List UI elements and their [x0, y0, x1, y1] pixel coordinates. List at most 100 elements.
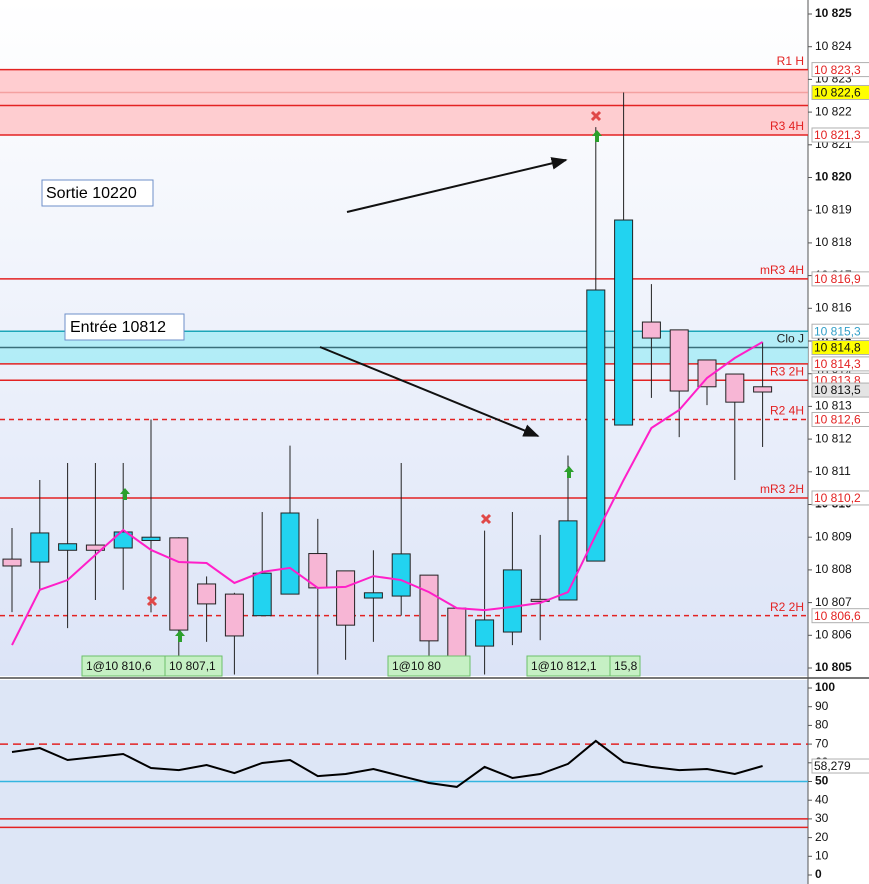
zone [0, 69, 808, 135]
level-name: mR3 4H [760, 263, 804, 277]
price-tag-label: 10 812,6 [814, 413, 861, 427]
candle-body [252, 572, 272, 617]
candle-body [30, 532, 50, 563]
candle-body [280, 512, 300, 595]
candle-body [224, 593, 244, 637]
price-tag [811, 382, 869, 398]
price-tag-label: 10 814,8 [814, 341, 861, 355]
y-tick-label: 10 812 [815, 431, 852, 445]
candle-body [2, 558, 22, 567]
price-tag [811, 356, 869, 372]
candle-body [558, 520, 578, 601]
trade-label: 15,8 [614, 659, 638, 673]
candle-body [113, 531, 133, 549]
signal-crosses [146, 110, 602, 607]
y-tick-label: 10 808 [815, 562, 852, 576]
candle-body [169, 537, 189, 631]
level-name: R2 2H [770, 600, 804, 614]
trade-label: 1@10 80 [392, 659, 441, 673]
candle-body [419, 574, 439, 642]
y-tick-label: 10 818 [815, 235, 852, 249]
oscillator-tag-label: 58,279 [814, 759, 851, 773]
price-tag-label: 10 822,6 [814, 86, 861, 100]
candle-body [614, 219, 634, 426]
price-tag [811, 608, 869, 624]
trade-label-box [164, 655, 223, 677]
candle-body [58, 543, 78, 551]
price-tag [811, 62, 869, 78]
candle-body [502, 569, 522, 633]
candle-body [725, 373, 745, 403]
price-tag [811, 84, 869, 100]
y-tick-label: 10 820 [815, 170, 852, 184]
candle-body [753, 386, 773, 393]
level-name: Clo J [777, 332, 804, 346]
price-tag [811, 490, 869, 506]
price-tag [811, 271, 869, 287]
price-tag-label: 10 814,3 [814, 357, 861, 371]
y-tick-label: 10 809 [815, 529, 852, 543]
level-name: R3 2H [770, 364, 804, 378]
candle-body [363, 592, 383, 599]
annotation-box [64, 313, 185, 341]
osc-tick-label: 30 [815, 811, 829, 825]
annotation-box [41, 179, 154, 207]
price-tag-label: 10 815,3 [814, 324, 861, 338]
overlays: Sortie 10220 Entrée 10812 1@10 810,6 10 8… [41, 110, 641, 677]
price-tag-label: 10 816,9 [814, 272, 861, 286]
trade-label: 10 807,1 [169, 659, 216, 673]
osc-tick-label: 90 [815, 699, 829, 713]
y-tick-label: 10 824 [815, 39, 852, 53]
osc-tick-label: 10 [815, 848, 829, 862]
trade-label: 1@10 812,1 [531, 659, 597, 673]
osc-tick-label: 80 [815, 718, 829, 732]
level-name: R1 H [777, 54, 804, 68]
trade-label-box [387, 655, 471, 677]
price-tag [811, 340, 869, 356]
y-tick-label: 10 816 [815, 300, 852, 314]
price-tag [811, 127, 869, 143]
osc-tick-label: 0 [815, 867, 822, 881]
candle-body [697, 359, 717, 388]
y-tick-label: 10 813 [815, 399, 852, 413]
osc-tick-label: 100 [815, 680, 835, 694]
oscillator-line [11, 739, 763, 788]
candle-body [586, 289, 606, 562]
price-tag-label: 10 806,6 [814, 609, 861, 623]
signal-arrows [120, 130, 602, 642]
price-tag-label: 10 813,5 [814, 383, 861, 397]
oscillator-plot [0, 739, 808, 829]
osc-tick-label: 40 [815, 792, 829, 806]
annotation: Sortie 10220 [46, 185, 137, 202]
candle-body [197, 583, 217, 605]
price-tag-label: 10 821,3 [814, 128, 861, 142]
candle-body [336, 570, 356, 626]
level-name: R2 4H [770, 404, 804, 418]
price-tag-label: 10 823,3 [814, 63, 861, 77]
y-tick-label: 10 825 [815, 6, 852, 20]
oscillator-tag [811, 758, 869, 774]
y-tick-label: 10 807 [815, 595, 852, 609]
candle-body [475, 619, 495, 647]
candle-body [391, 553, 411, 597]
annotation: Entrée 10812 [70, 319, 166, 336]
candle-body [141, 536, 161, 541]
osc-tick-label: 50 [815, 774, 829, 788]
price-tag [811, 411, 869, 427]
level-name: mR3 2H [760, 482, 804, 496]
trade-label-box [609, 655, 641, 677]
candle-body [641, 321, 661, 339]
y-tick-label: 10 806 [815, 627, 852, 641]
y-tick-label: 10 811 [815, 464, 851, 478]
osc-tick-label: 70 [815, 736, 829, 750]
y-tick-label: 10 805 [815, 660, 852, 674]
candle-body [669, 329, 689, 392]
osc-tick-label: 20 [815, 830, 829, 844]
price-tag-label: 10 810,2 [814, 491, 861, 505]
exit-arrow [346, 157, 568, 213]
y-tick-label: 10 819 [815, 202, 852, 216]
moving-average [11, 341, 764, 646]
trade-label: 1@10 810,6 [86, 659, 152, 673]
entry-arrow [319, 346, 540, 437]
